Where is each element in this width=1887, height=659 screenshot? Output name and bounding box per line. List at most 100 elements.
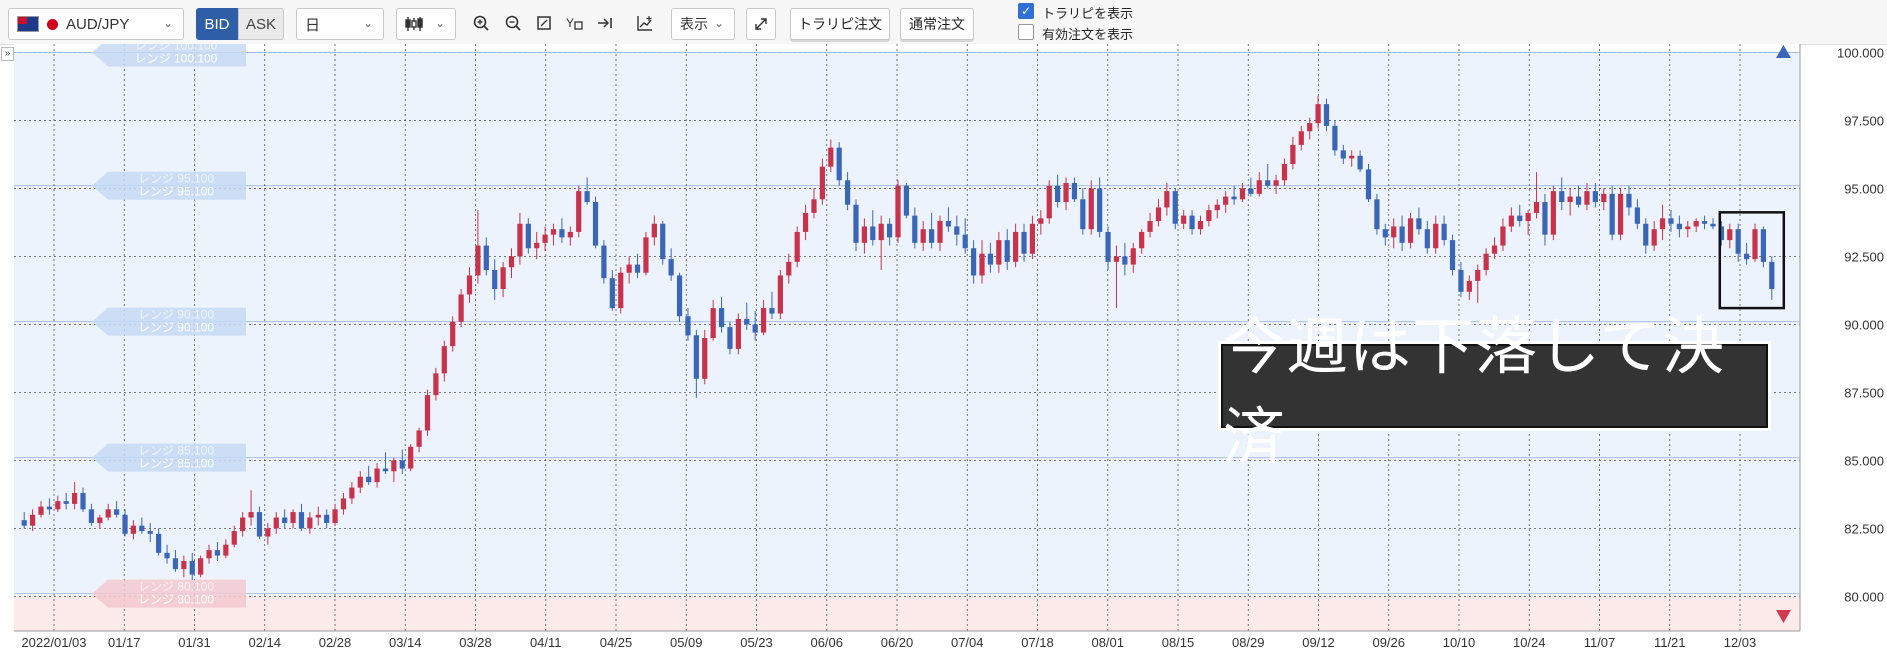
candle-body	[332, 509, 338, 523]
show-active-orders-checkbox[interactable]	[1018, 24, 1034, 40]
x-tick-label: 11/21	[1654, 635, 1686, 650]
candle-body	[1676, 223, 1682, 230]
candle-body	[886, 223, 893, 238]
candle-body	[1189, 215, 1195, 230]
candle-body	[979, 253, 985, 276]
x-tick-label: 12/03	[1724, 635, 1757, 650]
range-tag-label: レンジ 95.100	[138, 185, 214, 199]
candle-body	[1592, 191, 1598, 203]
candle-body	[1609, 193, 1615, 235]
candle-body	[668, 259, 674, 276]
candle-body	[836, 147, 842, 181]
candle-body	[122, 514, 128, 534]
trail-order-button[interactable]: トラリピ注文	[790, 8, 890, 40]
candle-body	[1701, 221, 1708, 224]
chart-type-select[interactable]: ⌄	[396, 8, 456, 40]
x-tick-label: 07/18	[1021, 635, 1054, 650]
candle-body	[55, 501, 61, 510]
y-tick-label: 90.000	[1844, 317, 1884, 332]
candle-body	[1433, 223, 1439, 249]
candle-body	[1332, 125, 1338, 151]
candle-body	[769, 308, 775, 314]
x-tick-label: 09/12	[1302, 635, 1335, 650]
range-tag-label: レンジ 95.100	[138, 172, 214, 186]
candle-body	[1046, 185, 1052, 219]
candle-body	[1718, 226, 1724, 241]
x-tick-label: 10/10	[1443, 635, 1476, 650]
fit-icon[interactable]	[531, 8, 557, 38]
candle-body	[1710, 223, 1716, 227]
candle-body	[382, 468, 389, 472]
candle-body	[567, 231, 573, 238]
crosshair-icon[interactable]: Y	[562, 8, 588, 38]
candle-body	[315, 514, 321, 518]
range-tag	[92, 38, 246, 67]
candle-body	[929, 229, 935, 243]
candle-body	[727, 327, 733, 349]
y-tick-label: 95.000	[1844, 181, 1884, 196]
candle-body	[710, 308, 716, 338]
bid-button[interactable]: BID	[196, 8, 238, 40]
collapse-sidebar-icon[interactable]: »	[1, 47, 14, 61]
candle-body	[1634, 207, 1640, 224]
candle-body	[1458, 270, 1464, 292]
candle-body	[870, 226, 876, 241]
normal-order-button[interactable]: 通常注文	[900, 8, 974, 40]
candle-body	[1029, 223, 1036, 254]
display-select[interactable]: 表示 ⌄	[671, 8, 735, 40]
candle-body	[1693, 221, 1699, 227]
candle-body	[139, 525, 145, 532]
candle-body	[265, 528, 271, 537]
indicator-icon[interactable]	[632, 8, 658, 38]
annotation-label: 今週は下落して決済	[1218, 313, 1771, 472]
candle-body	[21, 520, 27, 526]
candle-body	[744, 318, 750, 325]
price-chart[interactable]: レンジ 100.100 レンジ 100.100 レンジ 95.100 レンジ 95.1…	[0, 38, 1887, 654]
chevron-down-icon: ⌄	[362, 16, 373, 30]
x-tick-label: 03/28	[459, 635, 492, 650]
scroll-down-icon	[1776, 610, 1791, 623]
zoom-out-icon[interactable]	[500, 8, 526, 38]
candle-body	[1214, 204, 1220, 211]
candle-body	[1063, 182, 1069, 203]
candle-body	[1113, 256, 1120, 262]
candle-body	[298, 512, 305, 529]
candle-body	[1685, 226, 1691, 230]
zoom-in-icon[interactable]	[468, 8, 494, 38]
candle-body	[206, 550, 212, 559]
range-tag-label: レンジ 90.100	[138, 308, 214, 322]
candle-body	[324, 514, 330, 523]
candle-body	[433, 373, 439, 396]
candle-body	[1559, 191, 1565, 203]
y-tick-label: 85.000	[1844, 453, 1884, 468]
candle-body	[1550, 191, 1556, 235]
symbol-select[interactable]: AUD/JPY ⌄	[8, 8, 184, 40]
candle-body	[1533, 202, 1540, 213]
expand-icon[interactable]	[746, 8, 776, 40]
range-tag	[92, 443, 246, 472]
candle-body	[1273, 180, 1279, 186]
candle-body	[626, 264, 632, 273]
timeframe-select[interactable]: 日 ⌄	[296, 8, 384, 40]
ask-button[interactable]: ASK	[238, 8, 284, 40]
candle-body	[777, 275, 783, 314]
candle-body	[1399, 226, 1405, 243]
candle-body	[962, 234, 968, 249]
candle-body	[903, 185, 910, 216]
candle-body	[1601, 193, 1607, 203]
candle-body	[1441, 223, 1447, 241]
candle-body	[282, 517, 288, 523]
candle-body	[256, 512, 263, 537]
candle-body	[1231, 196, 1237, 200]
candle-body	[147, 531, 153, 534]
candle-body	[592, 202, 599, 246]
x-tick-label: 07/04	[951, 635, 984, 650]
symbol-label: AUD/JPY	[66, 15, 130, 33]
candle-body	[1097, 188, 1103, 232]
jump-to-latest-icon[interactable]	[592, 8, 618, 38]
candle-body	[1500, 226, 1506, 246]
candle-body	[1416, 218, 1422, 230]
candle-body	[542, 234, 548, 243]
show-trail-checkbox[interactable]: ✓	[1018, 3, 1034, 19]
